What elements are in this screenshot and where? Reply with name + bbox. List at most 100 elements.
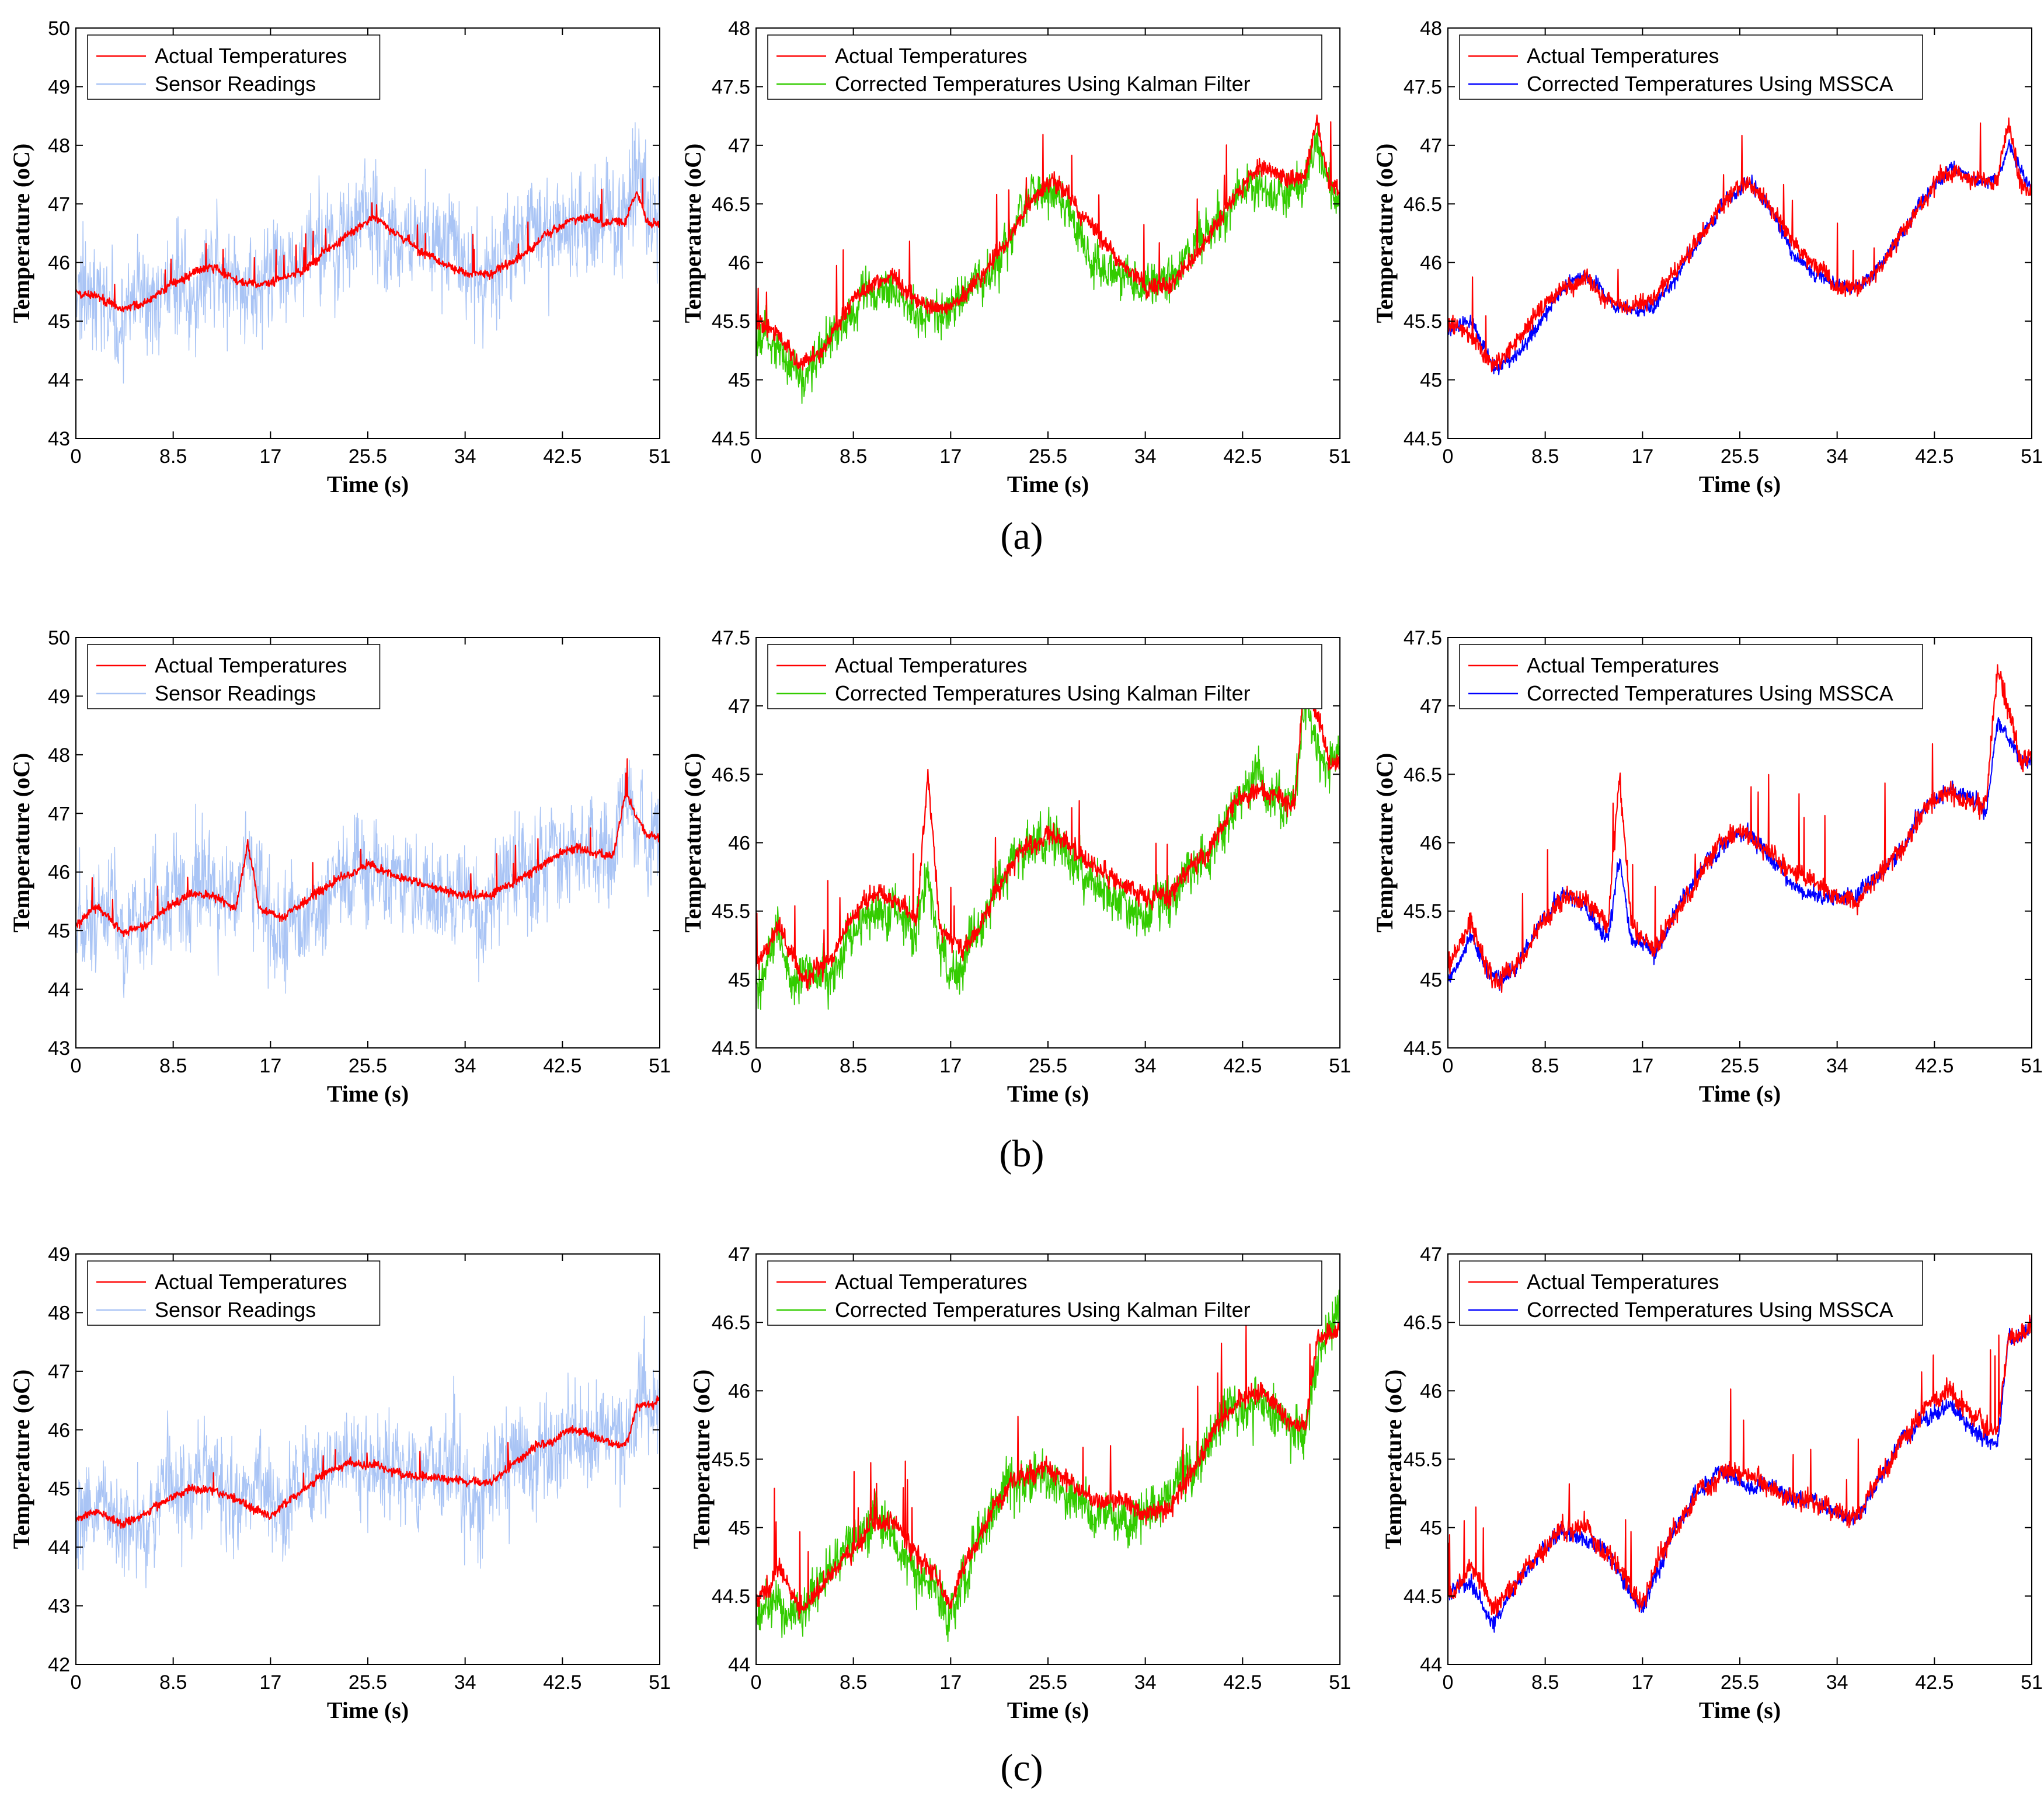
y-tick-label: 46 <box>728 1380 750 1402</box>
x-tick-label: 34 <box>1134 1671 1157 1694</box>
y-axis-title: Temperature (oC) <box>8 144 34 323</box>
x-tick-label: 17 <box>939 1055 962 1077</box>
y-tick-label: 47.5 <box>712 76 750 98</box>
x-axis-title: Time (s) <box>1007 1697 1089 1723</box>
x-tick-label: 8.5 <box>840 1055 867 1077</box>
y-tick-label: 46.5 <box>1404 193 1442 215</box>
y-tick-label: 45 <box>728 969 750 991</box>
x-tick-label: 8.5 <box>1531 1055 1559 1077</box>
y-tick-label: 46.5 <box>712 193 750 215</box>
x-axis-title: Time (s) <box>1699 1081 1781 1107</box>
legend: Actual Temperatures Corrected Temperature… <box>767 34 1322 100</box>
row-caption-c: (c) <box>1000 1747 1043 1789</box>
row-caption-b: (b) <box>1000 1133 1044 1175</box>
chart-a2: 0 8.5 17 25.5 34 42.5 51 44.5 45 45.5 46 46.5 47 47.5… <box>680 18 1351 497</box>
y-tick-label: 48 <box>48 1302 70 1324</box>
y-tick-label: 44.5 <box>1404 1586 1442 1608</box>
y-tick-label: 47 <box>728 1243 750 1266</box>
chart-c1: 0 8.5 17 25.5 34 42.5 51 42 43 44 45 46 47 48 49 Time (… <box>8 1243 671 1723</box>
x-tick-label: 51 <box>649 445 671 468</box>
legend-label: Actual Temperatures <box>835 1270 1028 1294</box>
legend-label: Corrected Temperatures Using MSSCA <box>1527 681 1893 705</box>
y-tick-label: 44 <box>728 1654 750 1676</box>
x-tick-label: 17 <box>259 1671 281 1694</box>
x-tick-label: 8.5 <box>1531 445 1559 468</box>
legend-label: Sensor Readings <box>155 681 316 705</box>
x-tick-label: 25.5 <box>1721 445 1759 468</box>
x-tick-label: 34 <box>454 445 476 468</box>
legend-label: Actual Temperatures <box>1527 44 1719 68</box>
series-line-actual <box>756 114 1340 371</box>
y-tick-label: 48 <box>48 744 70 767</box>
y-tick-label: 49 <box>48 76 70 98</box>
y-tick-label: 46 <box>48 1419 70 1441</box>
y-tick-label: 46 <box>728 252 750 274</box>
x-tick-label: 34 <box>1134 1055 1157 1077</box>
x-tick-label: 8.5 <box>1531 1671 1559 1694</box>
y-axis-title: Temperature (oC) <box>1380 1370 1406 1549</box>
x-tick-label: 51 <box>649 1671 671 1694</box>
legend-label: Corrected Temperatures Using MSSCA <box>1527 1298 1893 1322</box>
y-tick-label: 43 <box>48 1037 70 1060</box>
y-tick-label: 46 <box>1420 832 1442 855</box>
y-tick-label: 44.5 <box>712 1037 750 1060</box>
y-tick-label: 47.5 <box>712 627 750 649</box>
legend: Actual Temperatures Sensor Readings <box>87 644 381 709</box>
x-tick-label: 8.5 <box>159 445 187 468</box>
series-line-actual <box>756 663 1340 991</box>
x-tick-label: 17 <box>259 1055 281 1077</box>
y-tick-label: 47 <box>48 1361 70 1383</box>
y-axis-title: Temperature (oC) <box>8 753 34 933</box>
y-tick-label: 45.5 <box>1404 901 1442 923</box>
x-tick-label: 42.5 <box>1223 1671 1262 1694</box>
y-tick-label: 47.5 <box>1404 627 1442 649</box>
chart-c2: 0 8.5 17 25.5 34 42.5 51 44 44.5 45 45.5 46 46.5 47 Ti… <box>688 1243 1351 1723</box>
chart-c3: 0 8.5 17 25.5 34 42.5 51 44 44.5 45 45.5 46 46.5 47 Ti… <box>1380 1243 2043 1723</box>
y-tick-label: 49 <box>48 1243 70 1266</box>
y-tick-label: 48 <box>48 135 70 157</box>
y-tick-label: 46.5 <box>1404 1312 1442 1334</box>
y-tick-label: 43 <box>48 428 70 450</box>
x-tick-label: 0 <box>71 1671 82 1694</box>
chart-b2: 0 8.5 17 25.5 34 42.5 51 44.5 45 45.5 46 46.5 47 47.5… <box>680 627 1351 1107</box>
x-tick-label: 25.5 <box>349 1671 387 1694</box>
y-axis-title: Temperature (oC) <box>1371 144 1398 323</box>
legend: Actual Temperatures Sensor Readings <box>87 1260 381 1326</box>
y-tick-label: 44.5 <box>1404 1037 1442 1060</box>
legend-box <box>767 644 1322 709</box>
legend-label: Actual Temperatures <box>835 44 1028 68</box>
x-tick-label: 17 <box>1631 1055 1653 1077</box>
y-tick-label: 44 <box>1420 1654 1442 1676</box>
x-tick-label: 0 <box>1443 1055 1454 1077</box>
y-tick-label: 44 <box>48 979 70 1001</box>
legend-box <box>767 1260 1322 1326</box>
x-tick-label: 25.5 <box>1029 445 1067 468</box>
y-tick-label: 46.5 <box>712 1312 750 1334</box>
series-line-actual <box>1448 117 2032 372</box>
x-tick-label: 17 <box>1631 1671 1653 1694</box>
row-caption-a: (a) <box>1000 515 1043 558</box>
x-tick-label: 17 <box>939 1671 962 1694</box>
y-tick-label: 43 <box>48 1596 70 1618</box>
chart-b1: 0 8.5 17 25.5 34 42.5 51 43 44 45 46 47 48 49 50 Time (… <box>8 627 671 1107</box>
x-axis-title: Time (s) <box>1007 471 1089 497</box>
legend-label: Corrected Temperatures Using Kalman Filt… <box>835 1298 1251 1322</box>
y-tick-label: 45.5 <box>1404 311 1442 333</box>
legend-label: Corrected Temperatures Using MSSCA <box>1527 72 1893 96</box>
series-line-actual <box>76 758 660 938</box>
legend: Actual Temperatures Corrected Temperature… <box>1459 644 1923 709</box>
x-tick-label: 42.5 <box>1915 1671 1954 1694</box>
legend-label: Corrected Temperatures Using Kalman Filt… <box>835 681 1251 705</box>
x-tick-label: 17 <box>1631 445 1653 468</box>
x-tick-label: 42.5 <box>1915 1055 1954 1077</box>
x-tick-label: 25.5 <box>349 1055 387 1077</box>
legend-label: Actual Temperatures <box>155 44 347 68</box>
x-tick-label: 51 <box>1329 1671 1351 1694</box>
legend: Actual Temperatures Corrected Temperature… <box>767 644 1322 709</box>
y-tick-label: 46 <box>48 252 70 274</box>
y-tick-label: 48 <box>1420 18 1442 40</box>
y-tick-label: 45 <box>728 1517 750 1539</box>
y-tick-label: 44 <box>48 370 70 392</box>
x-tick-label: 34 <box>454 1671 476 1694</box>
x-tick-label: 0 <box>751 1671 762 1694</box>
